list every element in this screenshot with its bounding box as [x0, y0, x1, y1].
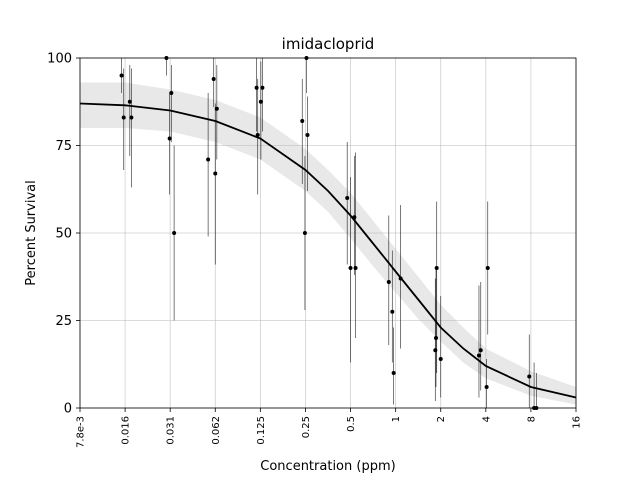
x-tick-label: 16 [572, 416, 583, 429]
chart-title: imidacloprid [282, 35, 375, 53]
y-axis: 0 25 50 75 100 [47, 52, 80, 417]
x-tick-label: 0.25 [301, 416, 312, 438]
data-point [434, 336, 439, 340]
data-point [206, 157, 211, 162]
x-tick-label: 7.8e-3 [76, 416, 87, 448]
data-point [302, 231, 307, 235]
data-point [527, 374, 532, 379]
data-point [305, 133, 310, 137]
x-axis: 7.8e-3 0.016 0.031 0.062 0.125 0.25 0.5 1 2 4 8 16 [76, 408, 583, 448]
data-point [438, 357, 443, 361]
y-tick-label: 100 [47, 52, 72, 67]
data-point [167, 136, 172, 141]
data-point [386, 280, 391, 284]
x-tick-label: 2 [436, 416, 447, 422]
data-point [485, 266, 490, 270]
data-point [390, 309, 395, 314]
data-point [484, 385, 489, 389]
data-point [129, 115, 134, 120]
data-point [127, 99, 132, 104]
data-point [119, 73, 124, 78]
data-point [398, 276, 403, 281]
data-point [434, 266, 439, 270]
fit-curve [79, 102, 577, 399]
y-axis-label: Percent Survival [24, 180, 39, 285]
data-point [213, 171, 218, 176]
data-point [255, 133, 260, 137]
y-tick-label: 0 [64, 402, 72, 417]
fit-curve-layer [79, 102, 577, 399]
x-tick-label: 0.062 [211, 416, 222, 445]
y-tick-label: 25 [55, 314, 72, 329]
y-tick-label: 50 [55, 227, 72, 242]
data-point [172, 231, 177, 235]
data-point [391, 371, 396, 375]
data-point [348, 266, 353, 270]
data-point [353, 266, 358, 270]
data-point [476, 353, 481, 358]
x-tick-label: 0.125 [256, 416, 267, 445]
confidence-band-area [80, 82, 576, 405]
data-point [345, 196, 350, 200]
x-tick-label: 8 [526, 416, 537, 422]
data-point [258, 99, 263, 104]
x-tick-label: 0.031 [166, 416, 177, 445]
x-tick-label: 4 [481, 416, 492, 422]
x-axis-label: Concentration (ppm) [260, 459, 395, 474]
x-tick-label: 0.016 [121, 416, 132, 445]
data-point [169, 91, 174, 95]
data-point [260, 85, 265, 90]
x-tick-label: 0.5 [346, 416, 357, 432]
x-tick-label: 1 [391, 416, 402, 422]
data-point [478, 348, 483, 353]
confidence-band [80, 82, 576, 405]
data-point [300, 119, 305, 123]
data-point [121, 115, 126, 120]
data-point [214, 106, 219, 111]
y-tick-label: 75 [55, 139, 72, 154]
data-point [211, 77, 216, 81]
